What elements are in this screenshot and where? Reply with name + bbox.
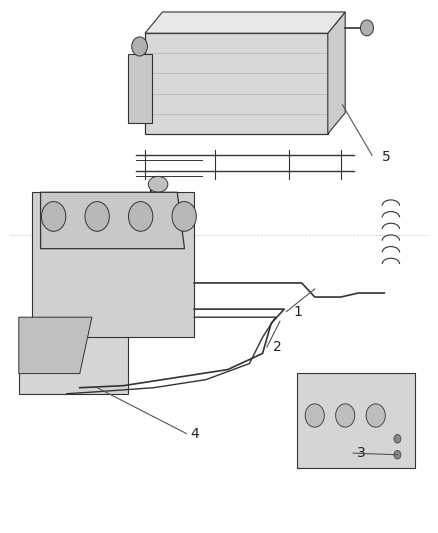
Polygon shape [41,192,184,249]
Polygon shape [127,54,152,123]
Polygon shape [32,192,194,337]
Polygon shape [19,323,128,394]
Circle shape [305,404,324,427]
Circle shape [172,201,196,231]
Polygon shape [145,12,345,33]
Circle shape [128,201,153,231]
Text: 6: 6 [149,185,158,199]
Text: 2: 2 [273,340,282,354]
Circle shape [366,404,385,427]
Circle shape [336,404,355,427]
Text: 4: 4 [191,426,199,440]
Text: 3: 3 [357,446,366,460]
Polygon shape [328,12,345,134]
Polygon shape [19,317,92,374]
Text: 5: 5 [382,150,391,164]
Ellipse shape [148,176,168,192]
Polygon shape [297,373,415,468]
Circle shape [394,450,401,459]
Polygon shape [145,33,328,134]
Circle shape [85,201,110,231]
Circle shape [394,434,401,443]
Circle shape [42,201,66,231]
Circle shape [360,20,374,36]
Text: 1: 1 [293,304,302,319]
Circle shape [132,37,148,56]
